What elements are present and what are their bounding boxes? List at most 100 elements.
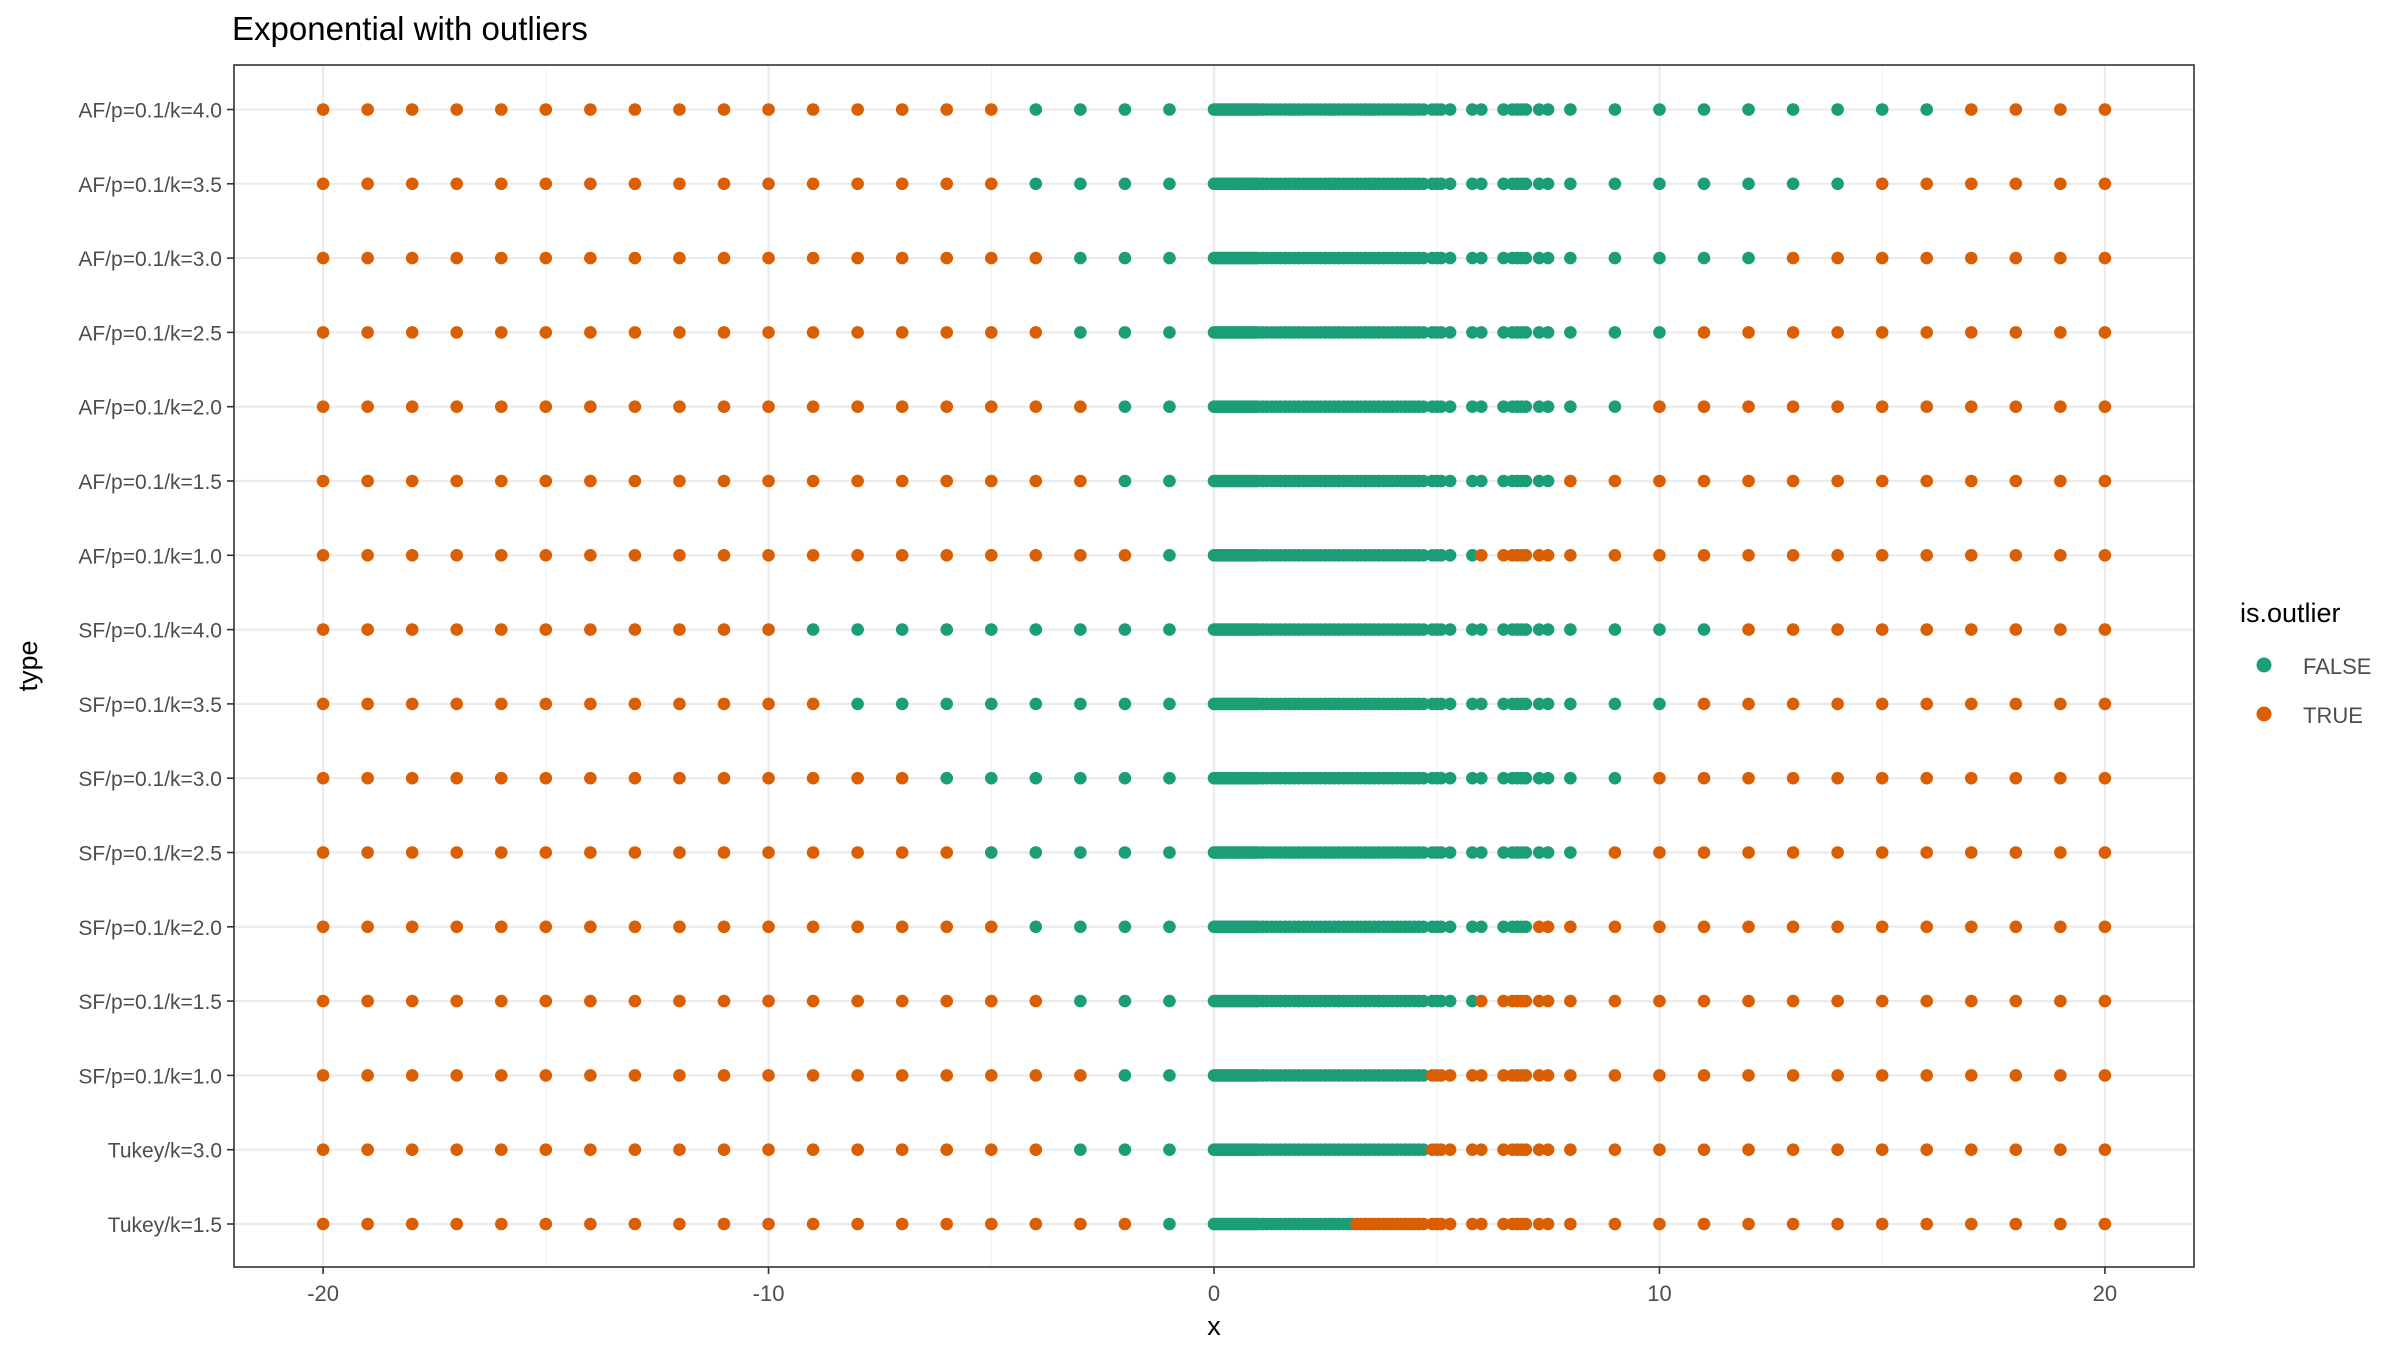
series-row: [316, 1069, 2112, 1082]
y-tick-label: SF/p=0.1/k=1.0: [78, 1065, 222, 1088]
point-true: [539, 177, 553, 191]
point-true: [2054, 1143, 2067, 1156]
point-true: [1541, 1069, 1555, 1082]
point-true: [1466, 1217, 1479, 1231]
point-true: [2009, 623, 2023, 636]
point-true: [539, 1217, 553, 1231]
point-true: [316, 697, 330, 711]
y-tick-label: AF/p=0.1/k=3.0: [78, 248, 222, 271]
y-tick-label: AF/p=0.1/k=4.0: [78, 100, 222, 123]
point-true: [717, 920, 731, 934]
point-true: [1519, 994, 1533, 1008]
point-false: [1417, 846, 1430, 859]
point-true: [1541, 1143, 1555, 1156]
point-true: [673, 623, 686, 636]
point-true: [2054, 326, 2067, 339]
point-false: [1163, 697, 1176, 711]
point-false: [1519, 251, 1533, 265]
point-true: [1497, 1217, 1510, 1231]
point-true: [806, 920, 820, 934]
point-true: [494, 103, 508, 116]
point-false: [1443, 251, 1457, 265]
point-true: [1964, 623, 1978, 636]
point-true: [851, 1217, 864, 1231]
point-true: [494, 474, 508, 488]
point-false: [1541, 177, 1555, 191]
point-true: [450, 771, 464, 785]
x-axis-ticks: -20 -10 0 10 20: [307, 1267, 2117, 1306]
point-false: [1564, 846, 1577, 859]
x-axis-title: x: [1207, 1311, 1221, 1341]
point-true: [1875, 326, 1889, 339]
point-true: [940, 920, 954, 934]
x-tick-label: -20: [307, 1281, 339, 1306]
point-false: [1920, 103, 1934, 116]
point-false: [1608, 697, 1622, 711]
point-false: [1434, 846, 1448, 859]
point-false: [1653, 177, 1666, 191]
point-true: [2054, 400, 2067, 414]
point-true: [584, 251, 597, 265]
point-true: [361, 771, 374, 785]
point-false: [1532, 103, 1546, 116]
point-true: [2054, 1069, 2067, 1082]
point-true: [1029, 1069, 1043, 1082]
point-true: [584, 771, 597, 785]
point-false: [1742, 251, 1755, 265]
point-true: [361, 549, 374, 562]
point-true: [1541, 920, 1555, 934]
point-true: [1964, 474, 1978, 488]
point-true: [673, 846, 686, 859]
point-false: [1029, 846, 1043, 859]
point-true: [1742, 697, 1755, 711]
point-false: [1541, 400, 1555, 414]
point-false: [1118, 400, 1132, 414]
point-true: [1697, 400, 1711, 414]
point-false: [1163, 177, 1176, 191]
point-true: [450, 1069, 464, 1082]
point-true: [361, 326, 374, 339]
point-false: [1118, 771, 1132, 785]
point-true: [1653, 920, 1666, 934]
y-tick-label: AF/p=0.1/k=2.5: [78, 322, 222, 345]
point-false: [1564, 400, 1577, 414]
point-true: [1541, 994, 1555, 1008]
point-true: [2098, 920, 2112, 934]
point-true: [316, 994, 330, 1008]
point-false: [1029, 623, 1043, 636]
point-true: [762, 400, 775, 414]
point-true: [2098, 994, 2112, 1008]
point-true: [1786, 697, 1800, 711]
point-false: [1466, 103, 1479, 116]
point-true: [984, 177, 998, 191]
point-false: [1443, 103, 1457, 116]
point-true: [1786, 623, 1800, 636]
series-row: [316, 1143, 2112, 1156]
point-true: [361, 177, 374, 191]
point-true: [450, 103, 464, 116]
point-true: [1417, 1217, 1430, 1231]
point-true: [1074, 474, 1087, 488]
point-false: [1417, 474, 1430, 488]
legend-label-false: FALSE: [2303, 654, 2371, 679]
point-true: [1697, 1069, 1711, 1082]
point-false: [851, 623, 864, 636]
point-true: [361, 994, 374, 1008]
point-true: [539, 549, 553, 562]
point-true: [2009, 1069, 2023, 1082]
point-true: [628, 846, 642, 859]
point-true: [1474, 549, 1488, 562]
point-true: [1653, 400, 1666, 414]
point-true: [851, 326, 864, 339]
point-true: [584, 1069, 597, 1082]
point-true: [2009, 1217, 2023, 1231]
point-true: [316, 846, 330, 859]
point-false: [940, 697, 954, 711]
point-true: [494, 1143, 508, 1156]
point-true: [1742, 771, 1755, 785]
point-true: [1074, 549, 1087, 562]
point-true: [717, 623, 731, 636]
point-false: [1074, 771, 1087, 785]
point-true: [450, 1143, 464, 1156]
